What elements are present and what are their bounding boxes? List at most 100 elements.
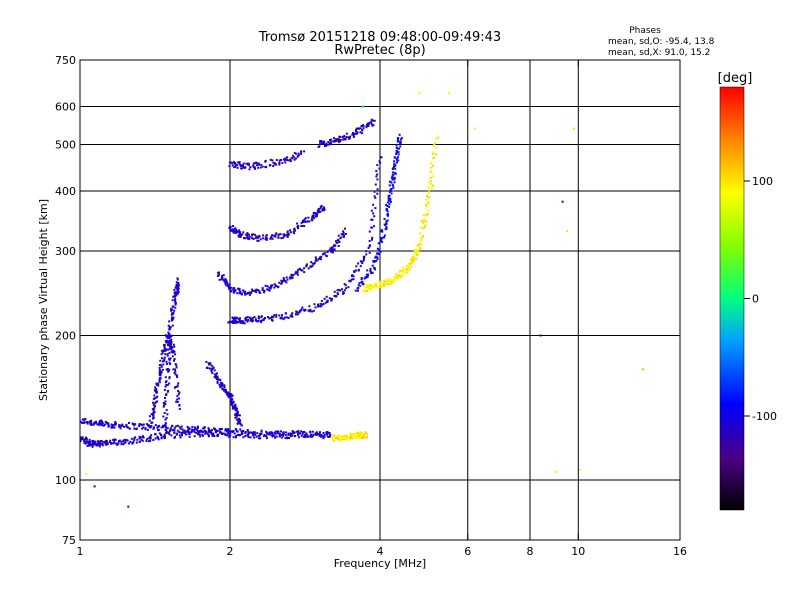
- echo-trace-point: [401, 274, 404, 277]
- echo-trace-point: [236, 164, 239, 167]
- echo-trace-point: [168, 342, 171, 345]
- echo-trace-point: [93, 442, 96, 445]
- echo-trace-point: [252, 319, 255, 322]
- echo-point: [362, 105, 365, 108]
- echo-trace-point: [175, 281, 178, 284]
- echo-trace-point: [232, 400, 235, 403]
- echo-trace-point: [166, 390, 169, 393]
- echo-trace-point: [118, 425, 121, 428]
- echo-trace-point: [170, 338, 173, 341]
- echo-trace-point: [167, 369, 170, 372]
- echo-trace-point: [98, 422, 101, 425]
- echo-trace-point: [277, 233, 280, 236]
- echo-trace-point: [174, 363, 177, 365]
- echo-trace-point: [138, 441, 141, 443]
- echo-trace-point: [287, 433, 290, 436]
- echo-trace-point: [171, 355, 174, 358]
- echo-trace-point: [419, 226, 422, 229]
- echo-trace-point: [357, 289, 359, 292]
- echo-trace-point: [164, 418, 167, 421]
- echo-trace-point: [171, 324, 174, 327]
- echo-trace-point: [156, 382, 159, 385]
- echo-trace-point: [112, 442, 115, 445]
- echo-trace-point: [373, 283, 376, 286]
- echo-trace-point: [365, 124, 368, 126]
- echo-trace-point: [361, 280, 364, 283]
- echo-trace-point: [263, 289, 266, 292]
- echo-trace-point: [172, 311, 175, 314]
- echo-trace-point: [173, 345, 176, 348]
- echo-trace-point: [248, 293, 251, 296]
- echo-trace-point: [187, 430, 189, 433]
- echo-trace-point: [306, 435, 309, 438]
- echo-trace-point: [262, 435, 265, 438]
- echo-trace-point: [168, 368, 171, 371]
- echo-trace-point: [355, 269, 357, 272]
- echo-trace-point: [142, 426, 145, 429]
- echo-trace-point: [245, 319, 247, 322]
- echo-trace-point: [336, 241, 339, 244]
- echo-trace-point: [354, 434, 357, 437]
- echo-trace-point: [285, 276, 288, 279]
- echo-trace-point: [373, 260, 376, 262]
- echo-trace-point: [356, 434, 359, 436]
- echo-trace-point: [374, 196, 377, 199]
- echo-trace-point: [234, 164, 237, 167]
- echo-trace-point: [300, 434, 303, 437]
- echo-trace-point: [397, 138, 399, 141]
- echo-trace-point: [262, 237, 265, 240]
- echo-trace-point: [224, 282, 227, 285]
- echo-trace-point: [150, 425, 153, 428]
- echo-trace-point: [232, 228, 235, 231]
- echo-trace-point: [383, 234, 386, 237]
- chart-title: Tromsø 20151218 09:48:00-09:49:43: [258, 30, 501, 45]
- echo-trace-point: [381, 230, 384, 233]
- echo-trace-point: [297, 430, 300, 432]
- echo-trace-point: [268, 431, 271, 434]
- echo-trace-point: [184, 432, 187, 435]
- echo-trace-point: [239, 291, 242, 294]
- echo-trace-point: [150, 413, 153, 416]
- echo-trace-point: [237, 235, 240, 238]
- echo-trace-point: [309, 265, 312, 268]
- echo-trace-point: [427, 201, 430, 204]
- echo-trace-point: [164, 428, 167, 431]
- echo-trace-point: [394, 172, 397, 175]
- echo-trace-point: [332, 439, 335, 442]
- echo-point: [418, 92, 421, 95]
- echo-trace-point: [252, 233, 255, 236]
- echo-trace-point: [300, 269, 303, 272]
- echo-trace-point: [219, 431, 222, 434]
- echo-trace-point: [170, 318, 173, 321]
- echo-trace-point: [170, 340, 172, 343]
- echo-trace-point: [146, 428, 149, 431]
- echo-trace-point: [234, 290, 237, 293]
- echo-trace-point: [221, 433, 223, 436]
- echo-trace-point: [165, 383, 168, 386]
- echo-trace-point: [271, 319, 273, 321]
- echo-trace-point: [390, 282, 393, 285]
- echo-trace-point: [275, 232, 278, 235]
- echo-trace-point: [142, 423, 145, 426]
- echo-trace-point: [181, 428, 184, 431]
- echo-trace-point: [322, 302, 325, 305]
- echo-trace-point: [361, 262, 364, 265]
- echo-trace-point: [326, 143, 329, 146]
- echo-trace-point: [213, 376, 216, 379]
- echo-trace-point: [318, 210, 320, 213]
- echo-trace-point: [166, 368, 169, 370]
- echo-trace-point: [252, 166, 255, 169]
- echo-trace-point: [133, 438, 136, 441]
- echo-trace-point: [408, 268, 411, 271]
- echo-trace-point: [290, 273, 293, 276]
- echo-trace-point: [393, 178, 396, 181]
- echo-trace-point: [84, 442, 87, 445]
- echo-trace-point: [170, 309, 172, 312]
- echo-trace-point: [246, 236, 248, 239]
- echo-trace-point: [241, 167, 243, 170]
- echo-trace-point: [376, 178, 379, 181]
- echo-trace-point: [305, 220, 308, 223]
- echo-trace-point: [395, 161, 398, 164]
- echo-trace-point: [124, 441, 127, 444]
